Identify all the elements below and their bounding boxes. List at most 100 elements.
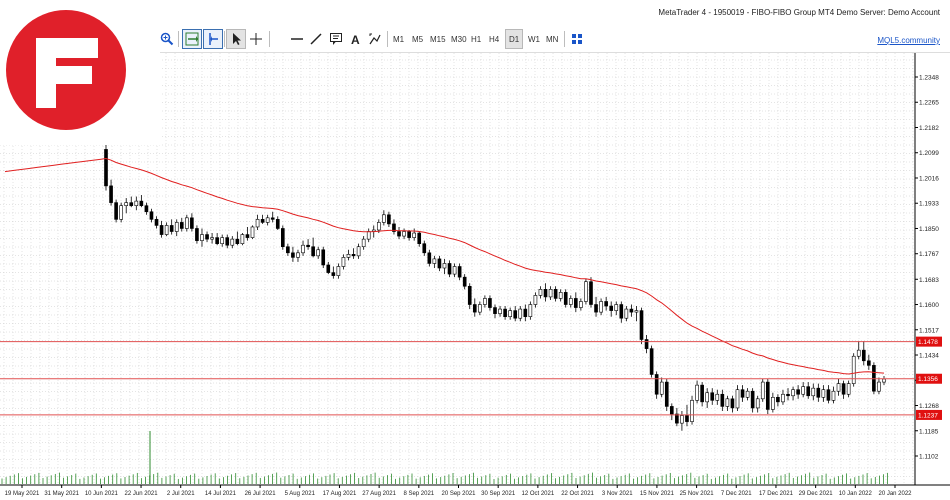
- candle-body: [649, 348, 654, 375]
- text-icon[interactable]: A: [345, 29, 365, 49]
- candle-body: [164, 225, 169, 235]
- timeframe-m15[interactable]: M15: [430, 34, 446, 44]
- price-tag: [916, 336, 942, 347]
- candle-body: [472, 304, 477, 313]
- candle-body: [124, 202, 129, 206]
- candle-body: [179, 222, 184, 229]
- candle-body: [442, 263, 447, 269]
- candle-body: [644, 339, 649, 349]
- candle-body: [685, 415, 689, 422]
- candle-body: [174, 222, 179, 232]
- trendline-icon[interactable]: [306, 29, 326, 49]
- candle-body: [604, 301, 608, 307]
- candle-body: [306, 244, 310, 248]
- window-title: MetaTrader 4 - 1950019 - FIBO-FIBO Group…: [658, 8, 940, 17]
- timeframe-h1[interactable]: H1: [471, 34, 482, 44]
- candle-body: [791, 389, 795, 397]
- candle-body: [291, 252, 295, 258]
- date-tick-label: 26 Jul 2021: [245, 491, 277, 497]
- candle-body: [109, 185, 113, 203]
- toolbar-separator: [269, 31, 270, 47]
- candle-body: [382, 214, 386, 223]
- candle-body: [659, 381, 664, 395]
- candle-body: [427, 252, 432, 264]
- candle-body: [503, 308, 507, 317]
- candle-body: [856, 349, 861, 357]
- timeframe-h4[interactable]: H4: [489, 34, 500, 44]
- candle-body: [488, 298, 492, 308]
- cursor-icon[interactable]: [226, 29, 246, 49]
- timeframe-m1[interactable]: M1: [393, 34, 405, 44]
- crosshair-icon[interactable]: [246, 29, 266, 49]
- candle-body: [286, 246, 290, 254]
- price-tag: [916, 409, 942, 420]
- candle-body: [346, 254, 351, 258]
- arrow-tools-icon[interactable]: [365, 29, 385, 49]
- toolbar-separator: [224, 31, 225, 47]
- candle-body: [675, 413, 679, 424]
- date-tick-label: 22 Oct 2021: [561, 491, 594, 497]
- timeframe-d1[interactable]: D1: [505, 29, 524, 49]
- price-tick-label: 1.1850: [919, 226, 939, 233]
- templates-icon[interactable]: [567, 29, 587, 49]
- date-tick-label: 17 Dec 2021: [759, 491, 794, 497]
- date-tick-label: 7 Dec 2021: [721, 491, 752, 497]
- candle-body: [281, 228, 285, 248]
- candle-body: [619, 304, 624, 319]
- candle-body: [614, 304, 619, 311]
- candle-body: [538, 289, 543, 296]
- candle-body: [528, 304, 533, 317]
- candle-body: [877, 381, 881, 392]
- date-tick-label: 5 Aug 2021: [285, 491, 316, 497]
- candle-body: [119, 205, 123, 220]
- candle-body: [321, 249, 326, 266]
- price-tick-label: 1.1185: [919, 428, 939, 435]
- toolbar-separator: [178, 31, 179, 47]
- candle-body: [851, 355, 856, 384]
- text-label-icon[interactable]: [326, 29, 346, 49]
- zoom-in-icon[interactable]: [157, 29, 177, 49]
- date-tick-label: 22 Jun 2021: [125, 491, 159, 497]
- timeframe-w1[interactable]: W1: [528, 34, 540, 44]
- candle-body: [513, 310, 518, 319]
- candle-body: [690, 400, 694, 422]
- price-tick-label: 1.2016: [919, 175, 939, 182]
- candle-body: [715, 393, 720, 401]
- candle-body: [508, 310, 512, 317]
- candle-body: [523, 308, 528, 317]
- candle-body: [422, 243, 427, 254]
- price-tick-label: 1.1683: [919, 277, 939, 284]
- date-tick-label: 3 Nov 2021: [602, 491, 633, 497]
- candle-body: [634, 310, 639, 313]
- candle-body: [240, 234, 245, 244]
- price-tick-label: 1.2182: [919, 125, 939, 132]
- candle-body: [169, 225, 174, 232]
- timeframe-m5[interactable]: M5: [412, 34, 424, 44]
- svg-text:A: A: [351, 33, 360, 46]
- candle-body: [114, 202, 118, 220]
- candle-body: [710, 392, 715, 401]
- candle-body: [781, 393, 785, 403]
- candle-body: [695, 384, 699, 401]
- candle-body: [154, 219, 159, 226]
- horizontal-line-icon[interactable]: [287, 29, 307, 49]
- candle-body: [230, 238, 235, 246]
- candle-body: [553, 289, 558, 299]
- candle-body: [265, 217, 270, 223]
- timeframe-mn[interactable]: MN: [546, 34, 559, 44]
- candle-body: [670, 406, 674, 415]
- candle-body: [821, 389, 826, 398]
- candle-body: [215, 237, 219, 244]
- candle-body: [392, 223, 396, 232]
- timeframe-m30[interactable]: M30: [451, 34, 467, 44]
- price-tick-label: 1.2099: [919, 150, 939, 157]
- candle-body: [356, 246, 361, 257]
- candle-body: [882, 378, 886, 383]
- auto-scroll-icon[interactable]: [182, 29, 202, 49]
- candle-body: [245, 234, 250, 238]
- candle-body: [190, 217, 194, 229]
- candle-body: [745, 390, 750, 398]
- candle-body: [654, 374, 659, 395]
- mql5-community-link[interactable]: MQL5.community: [877, 36, 940, 45]
- chart-shift-icon[interactable]: [203, 29, 223, 49]
